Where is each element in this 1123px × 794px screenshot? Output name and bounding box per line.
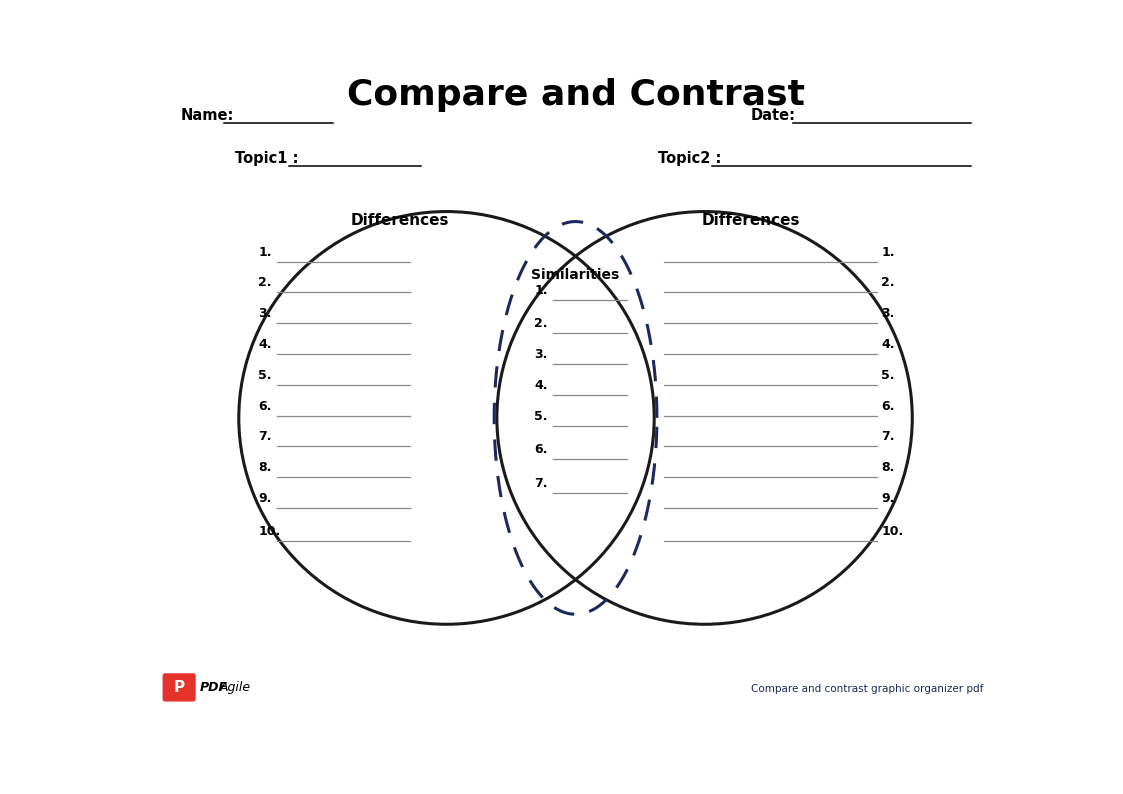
Text: 6.: 6. — [535, 442, 547, 456]
Text: 4.: 4. — [258, 338, 272, 351]
Text: 1.: 1. — [258, 245, 272, 259]
Text: 7.: 7. — [882, 430, 895, 443]
Text: 5.: 5. — [258, 368, 272, 382]
Text: 5.: 5. — [882, 368, 895, 382]
Text: 2.: 2. — [258, 276, 272, 289]
Text: 3.: 3. — [258, 307, 272, 320]
Text: 9.: 9. — [258, 492, 272, 505]
Text: Name:: Name: — [181, 108, 234, 123]
Text: 6.: 6. — [882, 399, 895, 413]
Text: 1.: 1. — [535, 284, 548, 297]
Text: 10.: 10. — [258, 525, 281, 538]
Text: Compare and Contrast: Compare and Contrast — [347, 79, 805, 112]
Text: 3.: 3. — [882, 307, 895, 320]
FancyBboxPatch shape — [163, 674, 195, 701]
Text: 8.: 8. — [258, 461, 272, 474]
Text: Topic1 :: Topic1 : — [235, 151, 299, 166]
Text: Similarities: Similarities — [531, 268, 620, 282]
Text: Date:: Date: — [751, 108, 796, 123]
Text: 6.: 6. — [258, 399, 272, 413]
Text: Compare and contrast graphic organizer pdf: Compare and contrast graphic organizer p… — [751, 684, 984, 694]
Text: PDF: PDF — [199, 680, 227, 693]
Text: Topic2 :: Topic2 : — [658, 151, 721, 166]
Text: 10.: 10. — [882, 525, 904, 538]
Text: 2.: 2. — [535, 317, 548, 330]
Text: P: P — [174, 680, 184, 695]
Text: 5.: 5. — [535, 410, 548, 422]
Text: 7.: 7. — [258, 430, 272, 443]
Text: 4.: 4. — [535, 379, 548, 391]
Text: 7.: 7. — [535, 476, 548, 490]
Text: 2.: 2. — [882, 276, 895, 289]
Text: Differences: Differences — [702, 213, 801, 228]
Text: 8.: 8. — [882, 461, 895, 474]
Text: 3.: 3. — [535, 348, 547, 361]
Text: 1.: 1. — [882, 245, 895, 259]
Text: Differences: Differences — [350, 213, 449, 228]
Text: Agile: Agile — [219, 680, 250, 693]
Text: 9.: 9. — [882, 492, 895, 505]
Text: 4.: 4. — [882, 338, 895, 351]
